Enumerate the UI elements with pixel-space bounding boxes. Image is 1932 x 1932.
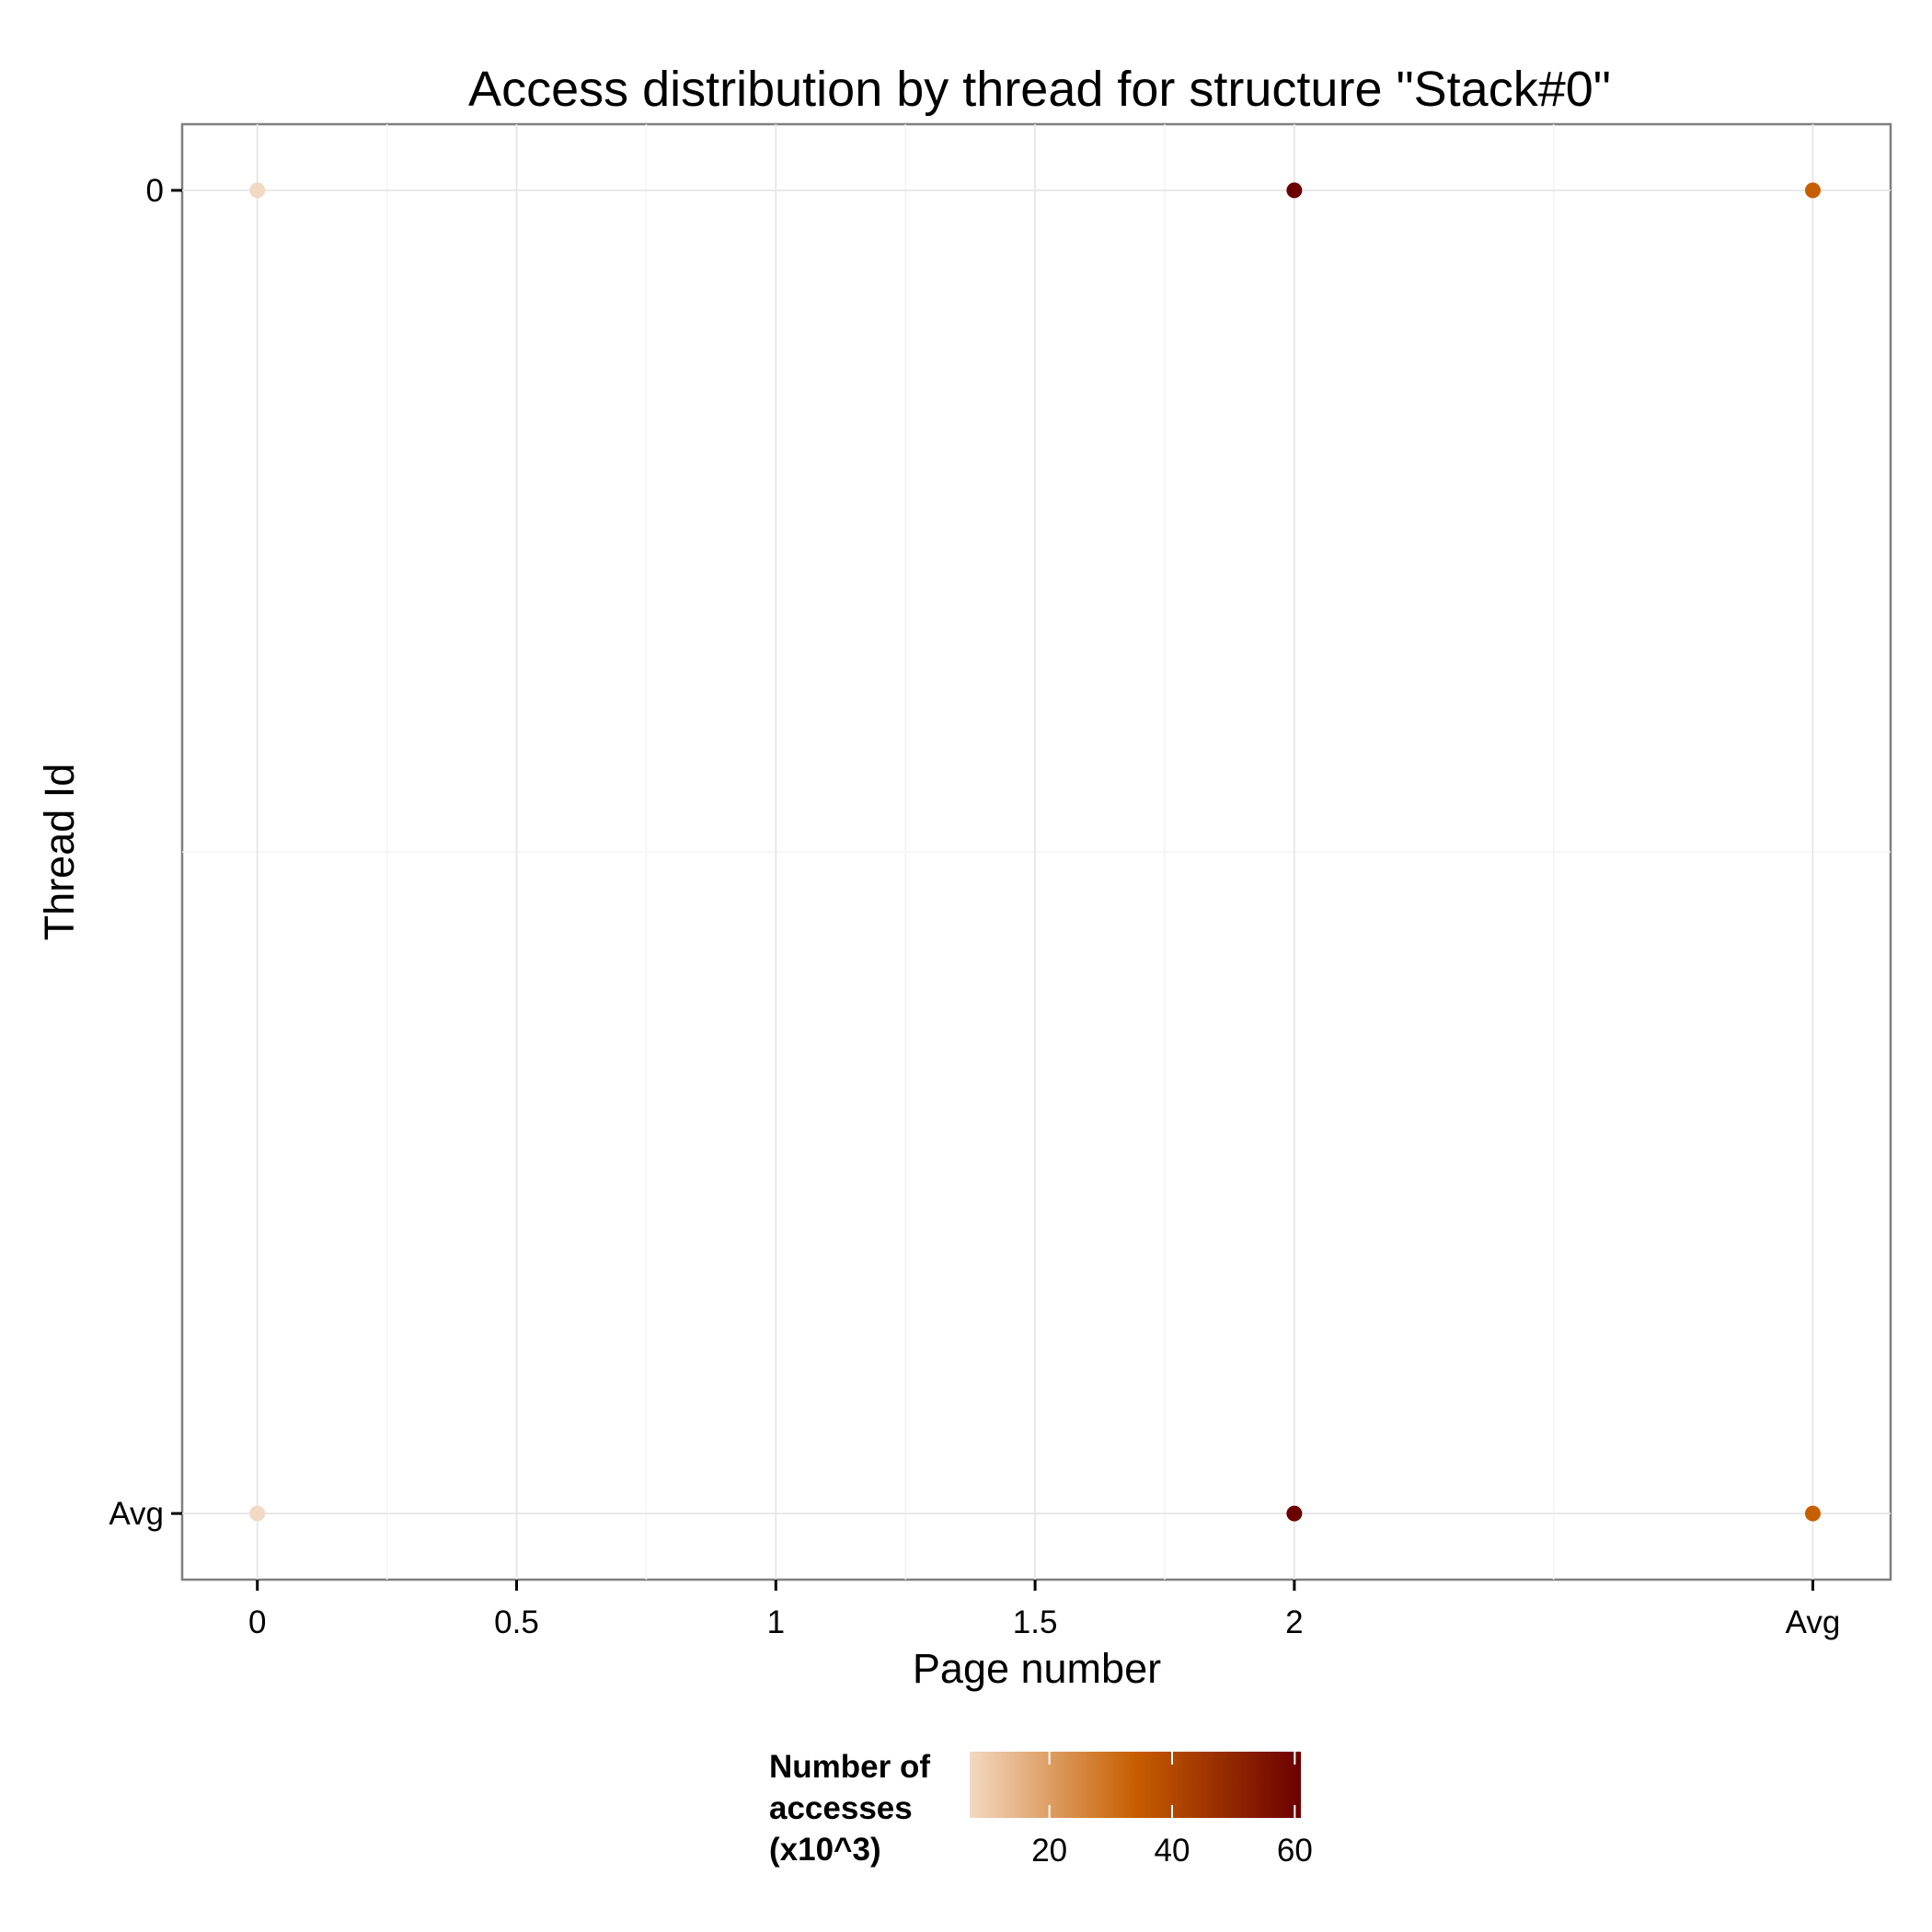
chart-title: Access distribution by thread for struct… — [468, 62, 1611, 117]
x-axis: 0 0.5 1 1.5 2 Avg — [248, 1580, 1840, 1640]
legend-title-line-3: (x10^3) — [769, 1832, 881, 1868]
y-axis-label: Thread Id — [36, 764, 83, 941]
legend-ticks: 20 40 60 — [1031, 1752, 1313, 1869]
data-point — [1286, 182, 1303, 199]
legend-title-line-2: accesses — [769, 1790, 913, 1826]
x-tick-label: Avg — [1786, 1604, 1841, 1640]
data-point — [249, 182, 266, 199]
y-axis: 0 Avg — [109, 173, 182, 1532]
y-tick-label: Avg — [109, 1496, 164, 1532]
legend-tick-label: 60 — [1277, 1833, 1313, 1869]
x-axis-label: Page number — [913, 1645, 1161, 1692]
y-tick-label: 0 — [146, 173, 164, 209]
legend-title-line-1: Number of — [769, 1749, 930, 1785]
data-point — [1804, 182, 1821, 199]
x-tick-label: 0 — [248, 1604, 266, 1640]
legend-tick-label: 40 — [1155, 1833, 1190, 1869]
x-tick-label: 1 — [767, 1604, 785, 1640]
legend-tick-label: 20 — [1031, 1833, 1067, 1869]
x-tick-label: 0.5 — [494, 1604, 539, 1640]
data-point — [1286, 1505, 1303, 1522]
grid-major — [182, 124, 1891, 1580]
x-tick-label: 1.5 — [1013, 1604, 1058, 1640]
data-point — [1804, 1505, 1821, 1522]
color-legend: Number of accesses (x10^3) 20 40 60 — [769, 1749, 1313, 1869]
legend-title: Number of accesses (x10^3) — [769, 1749, 939, 1868]
grid-minor — [182, 124, 1891, 1580]
data-points — [249, 182, 1821, 1522]
x-tick-label: 2 — [1285, 1604, 1303, 1640]
data-point — [249, 1505, 266, 1522]
legend-colorbar — [970, 1752, 1301, 1818]
